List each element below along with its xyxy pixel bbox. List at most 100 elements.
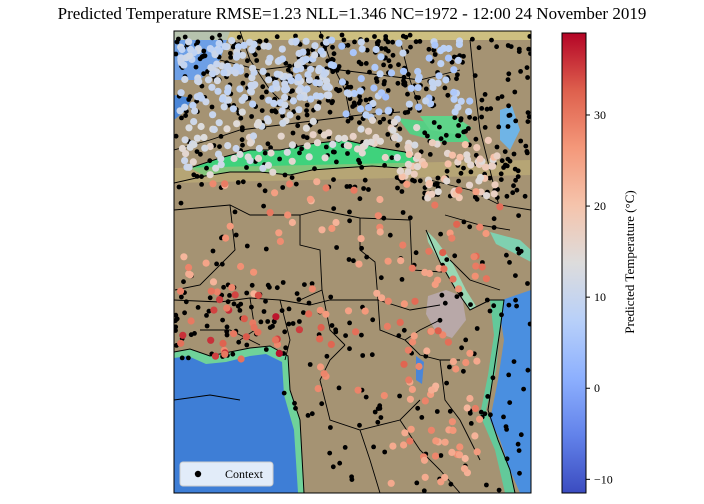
context-point-444 bbox=[332, 149, 337, 155]
context-point-560 bbox=[174, 328, 178, 333]
context-point-641 bbox=[459, 345, 464, 351]
target-point-559 bbox=[427, 426, 435, 434]
context-point-438 bbox=[240, 179, 246, 185]
context-point-274 bbox=[488, 106, 494, 112]
context-point-161 bbox=[379, 46, 384, 51]
context-point-473 bbox=[290, 130, 296, 136]
context-point-492 bbox=[263, 246, 269, 252]
target-point-22 bbox=[239, 51, 247, 59]
context-point-467 bbox=[217, 144, 222, 150]
context-point-196 bbox=[364, 37, 370, 43]
context-point-648 bbox=[401, 327, 407, 333]
target-point-437 bbox=[355, 260, 363, 268]
target-point-192 bbox=[372, 45, 380, 54]
context-point-578 bbox=[244, 342, 250, 348]
context-point-693 bbox=[448, 481, 454, 487]
target-point-460 bbox=[482, 275, 490, 283]
context-point-472 bbox=[345, 151, 350, 156]
context-point-453 bbox=[345, 118, 351, 124]
context-point-33 bbox=[348, 115, 354, 121]
target-point-279 bbox=[181, 136, 189, 144]
context-point-523 bbox=[467, 224, 473, 230]
context-point-369 bbox=[499, 158, 505, 164]
target-point-227 bbox=[356, 87, 364, 95]
context-point-589 bbox=[297, 319, 302, 324]
target-point-305 bbox=[313, 139, 322, 147]
target-point-171 bbox=[435, 72, 443, 80]
context-point-497 bbox=[507, 260, 512, 265]
target-point-430 bbox=[209, 180, 217, 188]
target-point-166 bbox=[302, 37, 310, 45]
target-point-428 bbox=[378, 294, 386, 302]
context-point-292 bbox=[476, 45, 482, 51]
context-point-644 bbox=[507, 400, 513, 405]
target-point-572 bbox=[437, 478, 445, 486]
target-point-497 bbox=[177, 339, 185, 347]
context-point-203 bbox=[395, 80, 401, 86]
context-point-690 bbox=[371, 444, 376, 450]
target-point-222 bbox=[450, 66, 458, 74]
context-point-698 bbox=[516, 448, 522, 453]
context-point-617 bbox=[290, 321, 296, 326]
context-point-549 bbox=[347, 218, 352, 224]
target-point-188 bbox=[425, 54, 433, 62]
target-point-88 bbox=[213, 60, 221, 68]
target-point-207 bbox=[415, 73, 423, 81]
context-point-283 bbox=[494, 144, 500, 150]
target-point-114 bbox=[315, 67, 323, 75]
great-lakes bbox=[416, 356, 424, 384]
target-point-517 bbox=[427, 327, 435, 335]
target-point-370 bbox=[444, 160, 452, 168]
context-point-151 bbox=[259, 95, 265, 100]
target-point-189 bbox=[414, 84, 422, 92]
context-point-245 bbox=[401, 78, 406, 84]
target-point-313 bbox=[393, 154, 401, 162]
context-point-386 bbox=[438, 136, 444, 142]
target-point-120 bbox=[265, 76, 273, 84]
target-point-296 bbox=[185, 163, 193, 171]
context-point-377 bbox=[504, 163, 510, 169]
target-point-234 bbox=[395, 39, 403, 47]
context-point-469 bbox=[317, 129, 323, 135]
context-point-471 bbox=[262, 150, 268, 156]
context-point-337 bbox=[525, 110, 531, 115]
context-point-454 bbox=[293, 181, 299, 187]
target-point-505 bbox=[316, 335, 324, 343]
target-point-486 bbox=[242, 333, 250, 341]
target-point-461 bbox=[476, 223, 484, 231]
context-point-244 bbox=[305, 48, 311, 54]
context-point-352 bbox=[442, 140, 447, 146]
target-point-34 bbox=[189, 101, 197, 109]
context-point-59 bbox=[367, 69, 372, 75]
target-point-267 bbox=[209, 111, 217, 119]
target-point-195 bbox=[465, 108, 473, 116]
target-point-419 bbox=[403, 180, 411, 188]
context-point-323 bbox=[495, 96, 501, 101]
context-point-558 bbox=[249, 282, 255, 288]
target-point-210 bbox=[431, 41, 439, 49]
target-point-538 bbox=[455, 451, 464, 459]
target-point-274 bbox=[206, 142, 214, 151]
target-point-466 bbox=[478, 263, 486, 271]
context-point-318 bbox=[444, 168, 450, 174]
context-point-506 bbox=[210, 248, 216, 254]
context-point-424 bbox=[410, 177, 415, 183]
target-point-206 bbox=[399, 49, 407, 57]
context-point-324 bbox=[524, 65, 530, 70]
target-point-139 bbox=[181, 75, 189, 83]
target-point-359 bbox=[490, 190, 498, 198]
context-point-694 bbox=[468, 421, 474, 426]
context-point-168 bbox=[335, 66, 341, 71]
context-point-412 bbox=[280, 185, 286, 190]
target-point-236 bbox=[365, 104, 373, 112]
colorbar-ticks: −10 0 10 20 30 bbox=[586, 108, 613, 486]
target-point-433 bbox=[213, 288, 221, 296]
context-point-371 bbox=[484, 106, 490, 112]
context-point-225 bbox=[405, 109, 411, 115]
target-point-534 bbox=[421, 397, 429, 405]
colorbar-tick-label-2: 10 bbox=[594, 290, 606, 304]
context-point-572 bbox=[186, 355, 191, 361]
map-panel bbox=[174, 31, 531, 493]
context-point-702 bbox=[372, 409, 378, 415]
target-point-133 bbox=[317, 92, 325, 100]
